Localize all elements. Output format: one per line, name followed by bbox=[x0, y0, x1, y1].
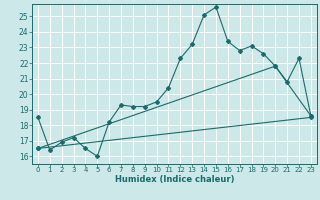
X-axis label: Humidex (Indice chaleur): Humidex (Indice chaleur) bbox=[115, 175, 234, 184]
